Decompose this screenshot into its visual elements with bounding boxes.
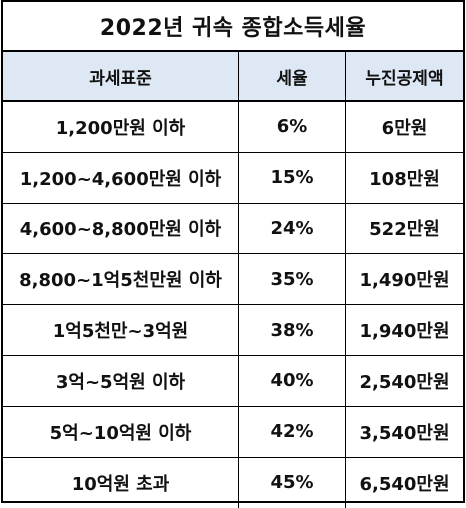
header-rate: 세율 [239, 52, 346, 100]
deduction-cell: 522만원 [369, 219, 440, 241]
table-row: 8,800~1억5천만원 이하 35% 1,490만원 [3, 254, 463, 306]
table-row: 3억~5억원 이하 40% 2,540만원 [3, 355, 463, 407]
header-bracket: 과세표준 [3, 52, 239, 100]
deduction-cell: 1,940만원 [359, 321, 450, 343]
table-row: 1,200~4,600만원 이하 15% 108만원 [3, 152, 463, 204]
deduction-cell: 6,540만원 [359, 473, 450, 495]
table-row: 4,600~8,800만원 이하 24% 522만원 [3, 203, 463, 255]
table-row: 10억원 초과 45% 6,540만원 [3, 457, 463, 508]
rate-cell: 15% [239, 152, 346, 203]
bracket-cell: 1,200만원 이하 [3, 102, 239, 152]
bracket-cell: 4,600~8,800만원 이하 [3, 203, 239, 254]
table-header-row: 과세표준 세율 누진공제액 [3, 52, 463, 102]
rate-cell: 35% [239, 254, 346, 305]
rate-cell: 40% [239, 355, 346, 406]
table-row: 5억~10억원 이하 42% 3,540만원 [3, 406, 463, 458]
bracket-cell: 1,200~4,600만원 이하 [3, 152, 239, 203]
rate-cell: 24% [239, 203, 346, 254]
table-row: 1,200만원 이하 6% 6만원 [3, 102, 463, 153]
deduction-cell: 108만원 [369, 168, 440, 190]
deduction-cell: 6만원 [381, 117, 428, 139]
table-row: 1억5천만~3억원 38% 1,940만원 [3, 305, 463, 356]
rate-cell: 45% [239, 457, 346, 508]
deduction-cell: 3,540만원 [359, 422, 450, 444]
deduction-cell: 1,490만원 [359, 270, 450, 292]
bracket-cell: 8,800~1억5천만원 이하 [3, 254, 239, 305]
deduction-cell: 2,540만원 [359, 371, 450, 393]
bracket-cell: 10억원 초과 [3, 457, 239, 508]
table-title: 2022년 귀속 종합소득세율 [3, 2, 463, 52]
rate-cell: 42% [239, 406, 346, 457]
rate-cell: 38% [239, 305, 346, 355]
header-deduction: 누진공제액 [365, 68, 444, 89]
bracket-cell: 1억5천만~3억원 [3, 305, 239, 355]
bracket-cell: 5억~10억원 이하 [3, 406, 239, 457]
bracket-cell: 3억~5억원 이하 [3, 355, 239, 406]
rate-cell: 6% [239, 102, 346, 152]
